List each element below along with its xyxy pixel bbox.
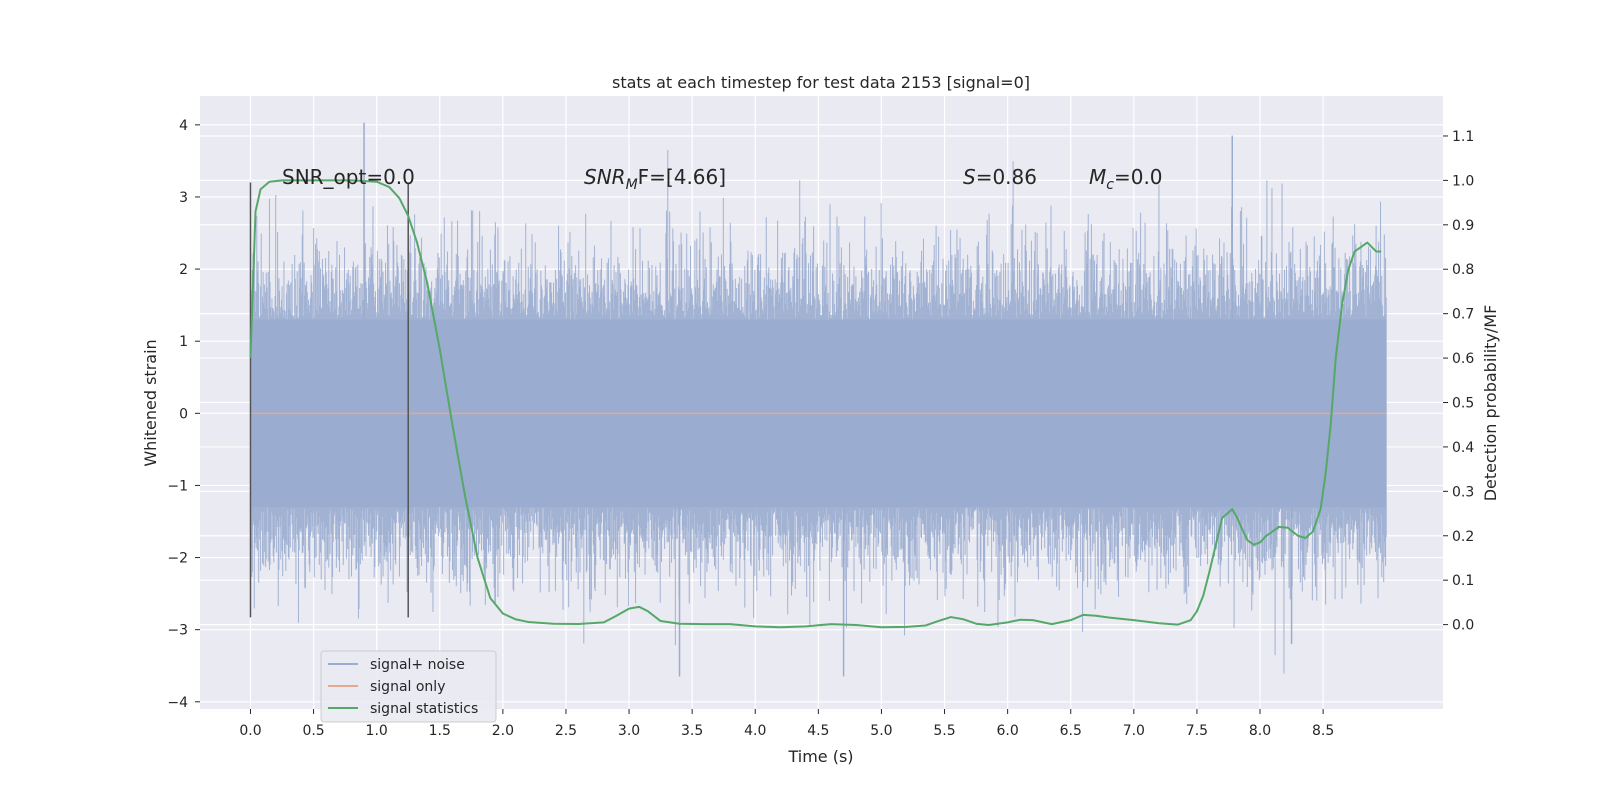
x-tick-label: 7.0: [1123, 723, 1145, 739]
y2-tick-label: 0.0: [1452, 618, 1474, 634]
snr-mf-annotation: SNRMF=[4.66]: [584, 165, 726, 193]
y2-tick-label: 0.1: [1452, 573, 1474, 589]
y-tick-label: 1: [179, 334, 188, 350]
mc-value-main: M: [1089, 165, 1106, 189]
x-tick-label: 0.0: [239, 723, 261, 739]
legend-label-signal-only: signal only: [370, 679, 445, 695]
x-tick-label: 8.0: [1249, 723, 1271, 739]
y2-axis-ticks: 1.1 1.0 0.9 0.8 0.7 0.6 0.5 0.4 0.3 0.2 0.1 0.0: [1443, 129, 1474, 634]
signal-statistics-line: [249, 179, 1382, 629]
x-tick-label: 5.5: [933, 723, 955, 739]
y-tick-label: 0: [179, 406, 188, 422]
chart-title: stats at each timestep for test data 215…: [612, 73, 1030, 92]
x-tick-label: 3.5: [681, 723, 703, 739]
legend-label-signal-statistics: signal statistics: [370, 701, 478, 717]
y-tick-label: −3: [167, 623, 188, 639]
x-tick-label: 6.0: [997, 723, 1019, 739]
x-axis-label: Time (s): [787, 747, 853, 766]
y2-tick-label: 0.9: [1452, 218, 1474, 234]
x-tick-label: 2.5: [555, 723, 577, 739]
s-value-rest: =0.86: [976, 165, 1037, 189]
snr-mf-sub: M: [626, 177, 638, 193]
y2-tick-label: 0.7: [1452, 307, 1474, 323]
x-axis-ticks: 0.0 0.5 1.0 1.5 2.0 2.5 3.0 3.5 4.0 4.5 5.0 5.5 6.0 6…: [239, 709, 1334, 739]
y-tick-label: −2: [167, 551, 188, 567]
y2-tick-label: 1.0: [1452, 173, 1474, 189]
y2-tick-label: 0.3: [1452, 484, 1474, 500]
y-axis-label: Whitened strain: [141, 339, 160, 466]
x-tick-label: 8.5: [1312, 723, 1334, 739]
legend-label-signal-noise: signal+ noise: [370, 657, 465, 673]
x-tick-label: 1.0: [366, 723, 388, 739]
y-tick-label: −1: [167, 478, 188, 494]
x-tick-label: 6.5: [1060, 723, 1082, 739]
legend: signal+ noise signal only signal statist…: [320, 650, 497, 723]
x-tick-label: 5.0: [870, 723, 892, 739]
mc-value-sub: c: [1106, 177, 1114, 193]
y-tick-label: 4: [179, 118, 188, 134]
y2-tick-label: 0.6: [1452, 351, 1474, 367]
y2-tick-label: 0.5: [1452, 396, 1474, 412]
x-tick-label: 0.5: [302, 723, 324, 739]
x-tick-label: 7.5: [1186, 723, 1208, 739]
legend-box: [320, 650, 497, 723]
s-value-main: S: [963, 165, 976, 189]
snr-mf-rest: F=[4.66]: [638, 165, 726, 189]
y-tick-label: 3: [179, 190, 188, 206]
y2-tick-label: 0.2: [1452, 529, 1474, 545]
mc-value-rest: =0.0: [1114, 165, 1163, 189]
y-tick-label: 2: [179, 262, 188, 278]
x-tick-label: 3.0: [618, 723, 640, 739]
y2-tick-label: 0.8: [1452, 262, 1474, 278]
y-tick-label: −4: [167, 695, 188, 711]
mc-value-annotation: Mc=0.0: [1089, 165, 1163, 193]
y2-tick-label: 1.1: [1452, 129, 1474, 145]
snr-opt-annotation: SNR_opt=0.0: [282, 165, 415, 189]
y-axis-ticks: 4 3 2 1 0 −1 −2 −3 −4: [167, 118, 200, 711]
x-tick-label: 1.5: [429, 723, 451, 739]
x-tick-label: 2.0: [492, 723, 514, 739]
time-markers: [249, 182, 409, 618]
snr-mf-main: SNR: [584, 165, 626, 189]
x-tick-label: 4.5: [807, 723, 829, 739]
s-value-annotation: S=0.86: [963, 165, 1037, 189]
x-tick-label: 4.0: [744, 723, 766, 739]
y2-axis-label: Detection probability/MF: [1481, 305, 1500, 502]
signal-statistics-series: [249, 179, 1382, 629]
y2-tick-label: 0.4: [1452, 440, 1474, 456]
